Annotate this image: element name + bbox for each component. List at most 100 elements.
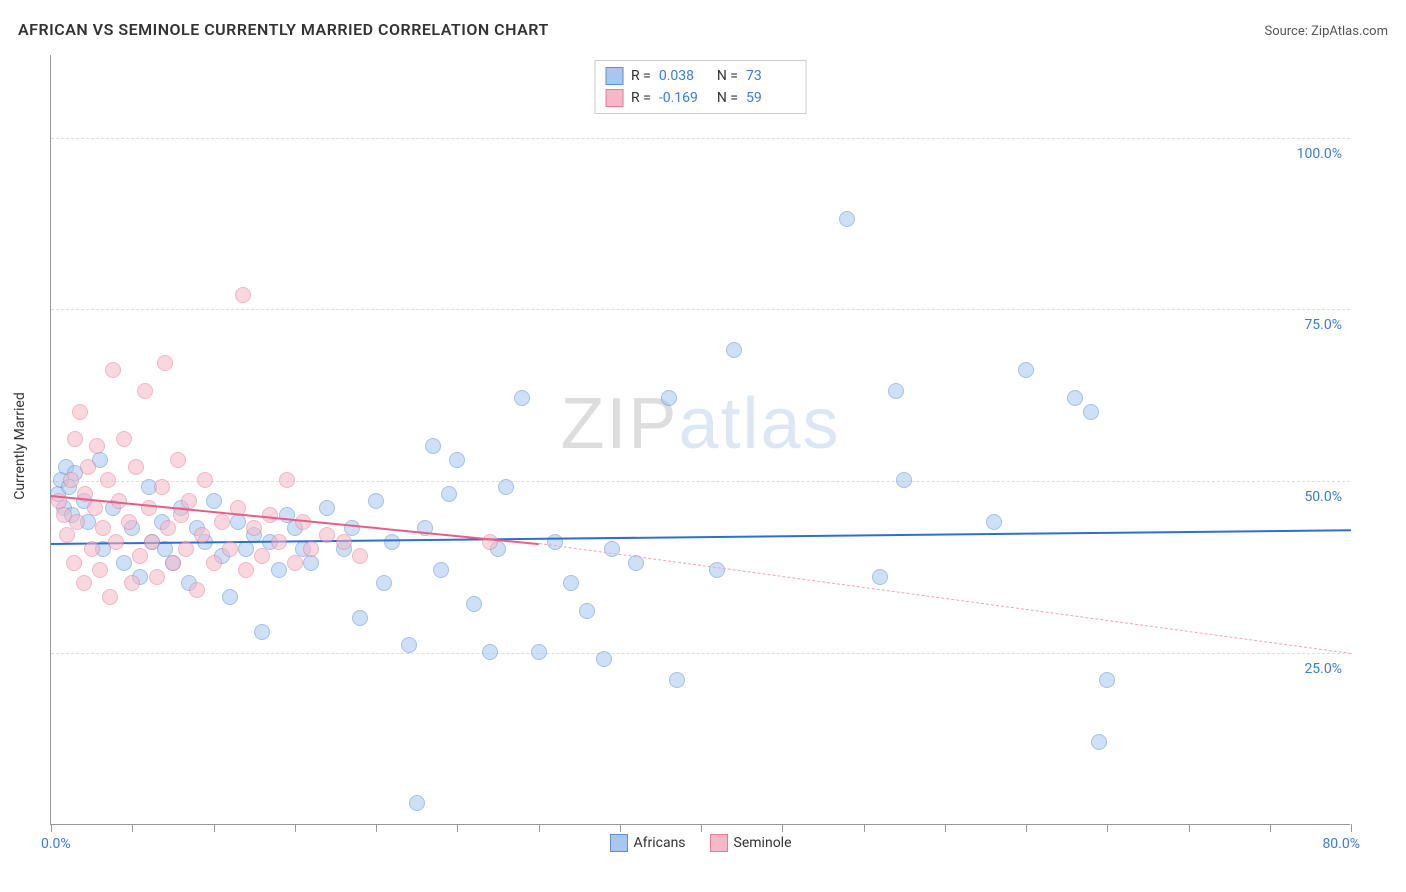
x-tick bbox=[539, 824, 540, 832]
stat-r-value: 0.038 bbox=[659, 68, 709, 84]
chart-container: AFRICAN VS SEMINOLE CURRENTLY MARRIED CO… bbox=[0, 0, 1406, 892]
legend-item: Seminole bbox=[710, 834, 792, 852]
legend-label: Africans bbox=[633, 835, 685, 851]
data-point bbox=[896, 472, 912, 488]
y-tick-label: 25.0% bbox=[1304, 661, 1342, 677]
data-point bbox=[92, 562, 108, 578]
data-point bbox=[141, 500, 157, 516]
x-tick bbox=[214, 824, 215, 832]
x-tick bbox=[376, 824, 377, 832]
y-tick-label: 100.0% bbox=[1297, 146, 1342, 162]
legend-label: Seminole bbox=[734, 835, 792, 851]
data-point bbox=[194, 527, 210, 543]
data-point bbox=[76, 575, 92, 591]
gridline bbox=[51, 653, 1350, 654]
data-point bbox=[206, 555, 222, 571]
chart-title: AFRICAN VS SEMINOLE CURRENTLY MARRIED CO… bbox=[18, 20, 549, 39]
data-point bbox=[116, 431, 132, 447]
plot-area: ZIPatlas R = 0.038N = 73R = -0.169N = 59… bbox=[50, 55, 1350, 825]
data-point bbox=[482, 534, 498, 550]
legend-stats-row: R = 0.038N = 73 bbox=[605, 65, 796, 87]
data-point bbox=[579, 603, 595, 619]
y-axis-title: Currently Married bbox=[12, 392, 28, 499]
x-tick bbox=[945, 824, 946, 832]
data-point bbox=[222, 541, 238, 557]
data-point bbox=[401, 637, 417, 653]
x-tick bbox=[295, 824, 296, 832]
legend-swatch bbox=[609, 834, 627, 852]
data-point bbox=[108, 534, 124, 550]
data-point bbox=[726, 342, 742, 358]
data-point bbox=[246, 520, 262, 536]
legend-stats-box: R = 0.038N = 73R = -0.169N = 59 bbox=[594, 60, 807, 114]
data-point bbox=[72, 404, 88, 420]
legend-swatch bbox=[605, 67, 623, 85]
legend-bottom: Africans Seminole bbox=[609, 834, 791, 852]
data-point bbox=[986, 514, 1002, 530]
data-point bbox=[137, 383, 153, 399]
trend-line bbox=[538, 543, 1351, 654]
x-axis-min-label: 0.0% bbox=[41, 836, 71, 852]
data-point bbox=[547, 534, 563, 550]
data-point bbox=[235, 287, 251, 303]
data-point bbox=[89, 438, 105, 454]
data-point bbox=[709, 562, 725, 578]
data-point bbox=[514, 390, 530, 406]
data-point bbox=[69, 514, 85, 530]
data-point bbox=[425, 438, 441, 454]
gridline bbox=[51, 309, 1350, 310]
data-point bbox=[319, 500, 335, 516]
gridline bbox=[51, 481, 1350, 482]
source-name: ZipAtlas.com bbox=[1311, 24, 1388, 39]
data-point bbox=[839, 211, 855, 227]
data-point bbox=[132, 548, 148, 564]
data-point bbox=[482, 644, 498, 660]
gridline bbox=[51, 138, 1350, 139]
data-point bbox=[238, 541, 254, 557]
data-point bbox=[63, 472, 79, 488]
data-point bbox=[214, 514, 230, 530]
data-point bbox=[67, 431, 83, 447]
data-point bbox=[87, 500, 103, 516]
data-point bbox=[189, 582, 205, 598]
data-point bbox=[669, 672, 685, 688]
data-point bbox=[1067, 390, 1083, 406]
stat-n-value: 59 bbox=[746, 90, 796, 106]
data-point bbox=[368, 493, 384, 509]
x-tick bbox=[620, 824, 621, 832]
x-tick bbox=[864, 824, 865, 832]
data-point bbox=[563, 575, 579, 591]
data-point bbox=[1083, 404, 1099, 420]
data-point bbox=[531, 644, 547, 660]
data-point bbox=[80, 459, 96, 475]
data-point bbox=[449, 452, 465, 468]
data-point bbox=[66, 555, 82, 571]
data-point bbox=[254, 624, 270, 640]
data-point bbox=[376, 575, 392, 591]
data-point bbox=[154, 479, 170, 495]
data-point bbox=[409, 795, 425, 811]
x-tick bbox=[701, 824, 702, 832]
data-point bbox=[105, 362, 121, 378]
source-attribution: Source: ZipAtlas.com bbox=[1264, 24, 1388, 39]
x-tick bbox=[1107, 824, 1108, 832]
stat-n-label: N = bbox=[717, 90, 738, 106]
stat-n-label: N = bbox=[717, 68, 738, 84]
x-tick bbox=[782, 824, 783, 832]
data-point bbox=[279, 472, 295, 488]
data-point bbox=[197, 472, 213, 488]
watermark: ZIPatlas bbox=[560, 383, 840, 465]
data-point bbox=[384, 534, 400, 550]
data-point bbox=[157, 355, 173, 371]
data-point bbox=[352, 548, 368, 564]
data-point bbox=[498, 479, 514, 495]
data-point bbox=[149, 569, 165, 585]
y-tick-label: 75.0% bbox=[1304, 317, 1342, 333]
data-point bbox=[661, 390, 677, 406]
data-point bbox=[262, 507, 278, 523]
data-point bbox=[596, 651, 612, 667]
data-point bbox=[466, 596, 482, 612]
data-point bbox=[84, 541, 100, 557]
stat-r-value: -0.169 bbox=[659, 90, 709, 106]
data-point bbox=[206, 493, 222, 509]
